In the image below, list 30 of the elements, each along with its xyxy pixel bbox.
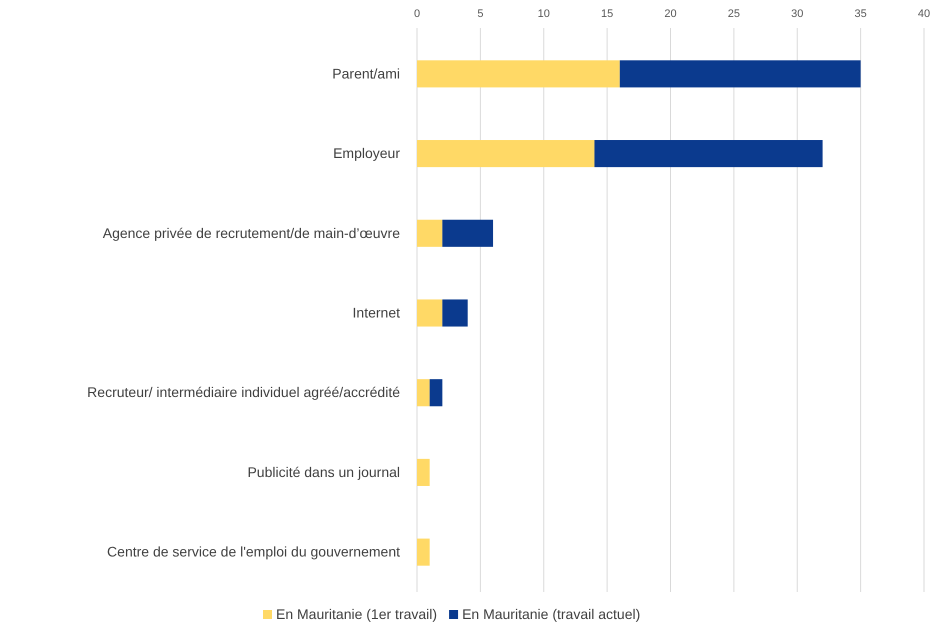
bar [417,140,594,168]
bar [417,458,430,486]
bar [417,60,620,88]
bar [417,538,430,566]
y-tick-label: Centre de service de l'emploi du gouvernement [107,544,400,560]
x-tick-label: 5 [477,8,484,20]
y-tick-label: Internet [352,304,400,320]
bar [417,220,442,247]
y-tick-label: Employeur [333,145,400,162]
x-tick-label: 25 [728,8,740,20]
x-tick-label: 15 [601,8,614,20]
bar [430,379,442,406]
y-tick-label: Parent/ami [332,65,400,82]
x-tick-label: 35 [854,8,867,20]
bar [442,220,494,247]
x-tick-label: 0 [414,8,420,20]
bar [442,299,468,327]
x-tick-label: 40 [918,8,930,20]
y-tick-label: Publicité dans un journal [247,464,400,480]
bar [620,60,861,88]
bar [594,140,823,168]
x-tick-label: 10 [538,8,550,20]
x-tick-label: 30 [791,8,804,20]
y-tick-label: Agence privée de recrutement/de main-d’œuvre [102,224,400,241]
y-tick-label: Recruteur/ intermédiaire individuel agréé/accrédité [87,384,400,400]
bar [417,299,442,327]
legend-label: En Mauritanie (1er travail) [276,606,438,622]
legend-label: En Mauritanie (travail actuel) [462,606,640,622]
x-tick-label: 20 [664,8,677,20]
bar [417,379,430,406]
